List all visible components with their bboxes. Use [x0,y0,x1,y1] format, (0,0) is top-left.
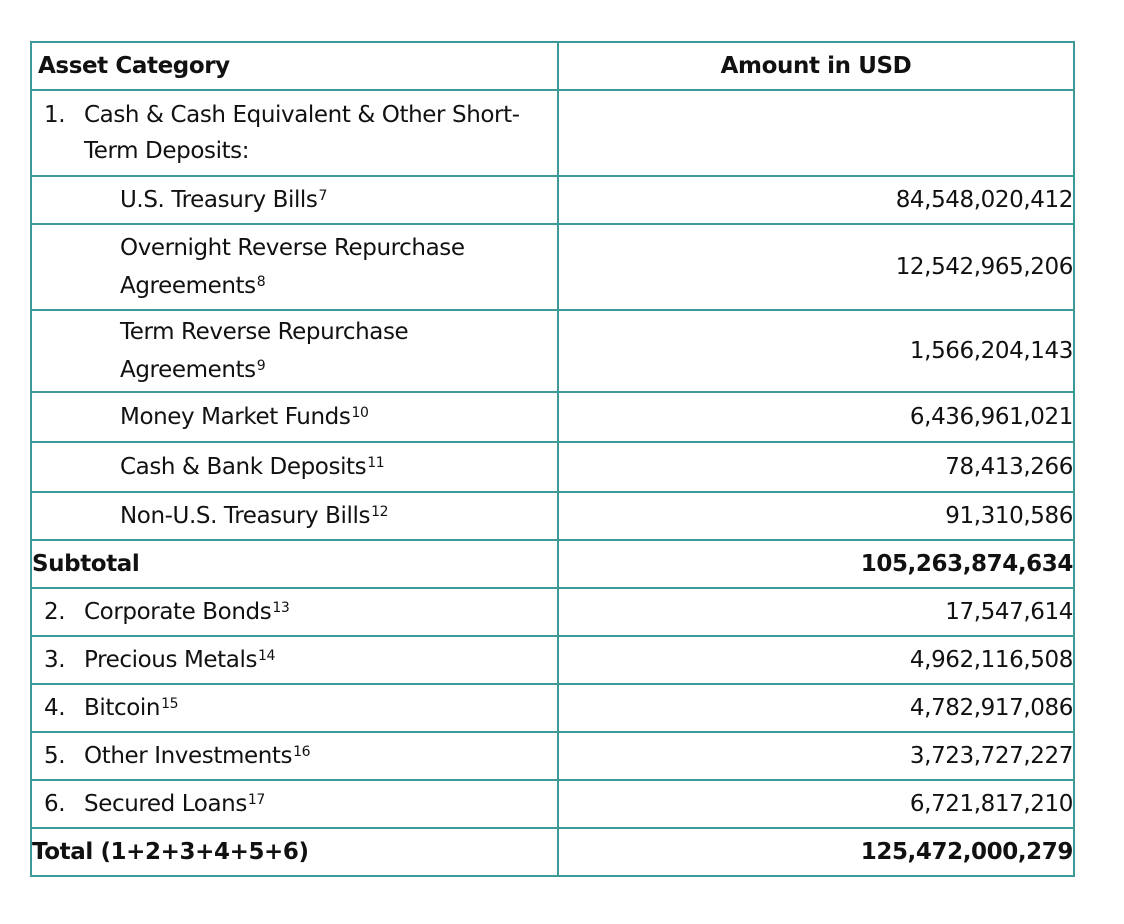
main-row-label-cell: 2. Corporate Bonds 13 [30,587,559,637]
sub-row-label: Term Reverse Repurchase Agreements [120,319,409,383]
table-row: Term Reverse Repurchase Agreements9 1,56… [30,309,1075,393]
main-row-label-cell: 4. Bitcoin 15 [30,683,559,733]
table-row: Cash & Bank Deposits11 78,413,266 [30,441,1075,493]
footnote-ref: 13 [272,600,290,616]
sub-row-label: Cash & Bank Deposits [120,454,367,480]
main-row-amount: 4,782,917,086 [557,683,1075,733]
footnote-ref: 15 [161,696,179,712]
main-row-amount: 6,721,817,210 [557,779,1075,829]
main-row-label: Corporate Bonds [84,599,272,625]
total-amount: 125,472,000,279 [557,827,1075,877]
sub-row-label-cell: Non-U.S. Treasury Bills12 [30,491,559,541]
sub-row-label: Overnight Reverse Repurchase Agreements [120,235,465,299]
main-row-label-cell: 6. Secured Loans 17 [30,779,559,829]
table-row: 5. Other Investments 16 3,723,727,227 [30,731,1075,781]
sub-row-label: Money Market Funds [120,404,351,430]
subtotal-row: Subtotal 105,263,874,634 [30,539,1075,589]
table-row: 6. Secured Loans 17 6,721,817,210 [30,779,1075,829]
sub-row-label-cell: U.S. Treasury Bills7 [30,175,559,225]
table-row: 3. Precious Metals 14 4,962,116,508 [30,635,1075,685]
main-row-label: Secured Loans [84,791,247,817]
sub-row-label: U.S. Treasury Bills [120,187,318,213]
cash-section-label-cell: 1. Cash & Cash Equivalent & Other Short-… [30,89,559,177]
assets-table-container: Asset Category Amount in USD 1. Cash & C… [30,41,1075,877]
sub-row-label-cell: Term Reverse Repurchase Agreements9 [30,309,559,393]
footnote-ref: 11 [367,455,385,471]
main-row-label-cell: 3. Precious Metals 14 [30,635,559,685]
footnote-ref: 12 [371,504,389,520]
cash-section-row: 1. Cash & Cash Equivalent & Other Short-… [30,89,1075,177]
row-number: 6. [44,791,66,817]
sub-row-amount: 84,548,020,412 [557,175,1075,225]
sub-row-amount: 12,542,965,206 [557,223,1075,311]
footnote-ref: 14 [258,648,276,664]
sub-row-label: Non-U.S. Treasury Bills [120,503,371,529]
footnote-ref: 7 [318,188,328,204]
row-number: 1. [44,102,66,128]
sub-row-amount: 6,436,961,021 [557,391,1075,443]
subtotal-label: Subtotal [30,539,559,589]
main-row-amount: 3,723,727,227 [557,731,1075,781]
row-number: 4. [44,695,66,721]
main-row-amount: 17,547,614 [557,587,1075,637]
sub-row-label-cell: Overnight Reverse Repurchase Agreements8 [30,223,559,311]
table-row: Money Market Funds10 6,436,961,021 [30,391,1075,443]
row-number: 2. [44,599,66,625]
sub-row-amount: 78,413,266 [557,441,1075,493]
total-row: Total (1+2+3+4+5+6) 125,472,000,279 [30,827,1075,877]
assets-table: Asset Category Amount in USD 1. Cash & C… [30,41,1075,877]
footnote-ref: 9 [256,358,266,374]
table-row: U.S. Treasury Bills7 84,548,020,412 [30,175,1075,225]
header-amount: Amount in USD [557,41,1075,91]
footnote-ref: 10 [351,405,369,421]
header-asset-category: Asset Category [30,41,559,91]
subtotal-amount: 105,263,874,634 [557,539,1075,589]
cash-section-label: Cash & Cash Equivalent & Other Short-Ter… [84,102,520,164]
table-row: Overnight Reverse Repurchase Agreements8… [30,223,1075,311]
footnote-ref: 8 [256,274,266,290]
main-row-label-cell: 5. Other Investments 16 [30,731,559,781]
sub-row-amount: 1,566,204,143 [557,309,1075,393]
main-row-label: Other Investments [84,743,293,769]
table-row: 4. Bitcoin 15 4,782,917,086 [30,683,1075,733]
table-header-row: Asset Category Amount in USD [30,41,1075,91]
total-label: Total (1+2+3+4+5+6) [30,827,559,877]
footnote-ref: 16 [293,744,311,760]
main-row-label: Bitcoin [84,695,161,721]
sub-row-label-cell: Cash & Bank Deposits11 [30,441,559,493]
row-number: 5. [44,743,66,769]
cash-section-amount [557,89,1075,177]
sub-row-amount: 91,310,586 [557,491,1075,541]
table-row: Non-U.S. Treasury Bills12 91,310,586 [30,491,1075,541]
main-row-amount: 4,962,116,508 [557,635,1075,685]
main-row-label: Precious Metals [84,647,258,673]
table-row: 2. Corporate Bonds 13 17,547,614 [30,587,1075,637]
sub-row-label-cell: Money Market Funds10 [30,391,559,443]
footnote-ref: 17 [247,792,265,808]
row-number: 3. [44,647,66,673]
